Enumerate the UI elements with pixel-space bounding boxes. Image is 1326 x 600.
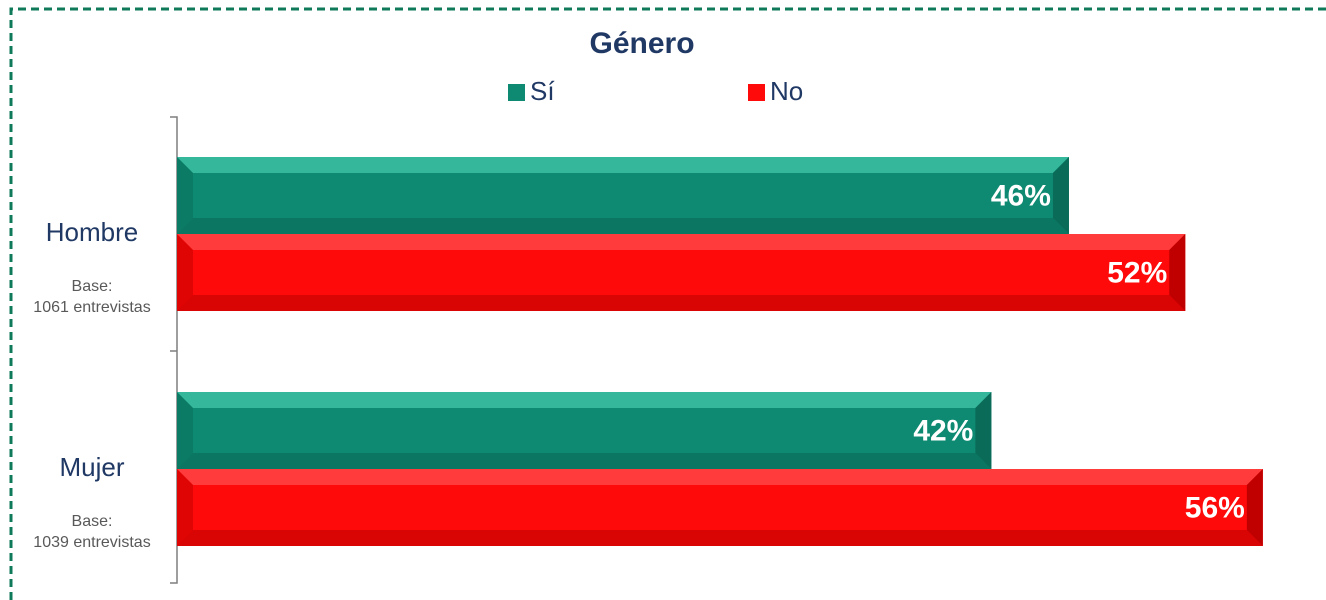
- bar-face: [177, 157, 193, 234]
- bar: [177, 234, 1186, 311]
- legend-swatch: [748, 84, 765, 101]
- category-note: 1061 entrevistas: [33, 299, 150, 316]
- value-label: 52%: [1107, 256, 1167, 289]
- value-label: 56%: [1185, 491, 1245, 524]
- bar-face: [177, 392, 992, 408]
- legend-label: No: [770, 76, 803, 106]
- bar-face: [177, 157, 1069, 173]
- bar: [177, 157, 1069, 234]
- frame: [9, 7, 1326, 600]
- category-note: Base:: [72, 513, 113, 530]
- bar-face: [177, 453, 992, 469]
- category-note: Base:: [72, 278, 113, 295]
- bar-face: [1169, 234, 1186, 311]
- value-label: 46%: [991, 179, 1051, 212]
- bar-face: [177, 295, 1186, 311]
- bar-face: [177, 469, 1263, 485]
- legend-label: Sí: [530, 76, 555, 106]
- bar-face: [177, 234, 193, 311]
- bar-face: [177, 218, 1069, 234]
- bar-face: [177, 234, 1186, 250]
- category-label: Mujer: [59, 452, 124, 482]
- category-axis: [170, 116, 178, 584]
- value-label: 42%: [913, 414, 973, 447]
- category-label: Hombre: [46, 217, 138, 247]
- bar-face: [975, 392, 992, 469]
- chart-title: Género: [589, 27, 694, 60]
- legend-swatch: [508, 84, 525, 101]
- bar-face: [177, 469, 193, 546]
- bar-face: [1246, 469, 1263, 546]
- bar-face: [1052, 157, 1069, 234]
- bar: [177, 392, 992, 469]
- bar-face: [177, 530, 1263, 546]
- category-note: 1039 entrevistas: [33, 534, 150, 551]
- bar: [177, 469, 1263, 546]
- bar-face: [177, 392, 193, 469]
